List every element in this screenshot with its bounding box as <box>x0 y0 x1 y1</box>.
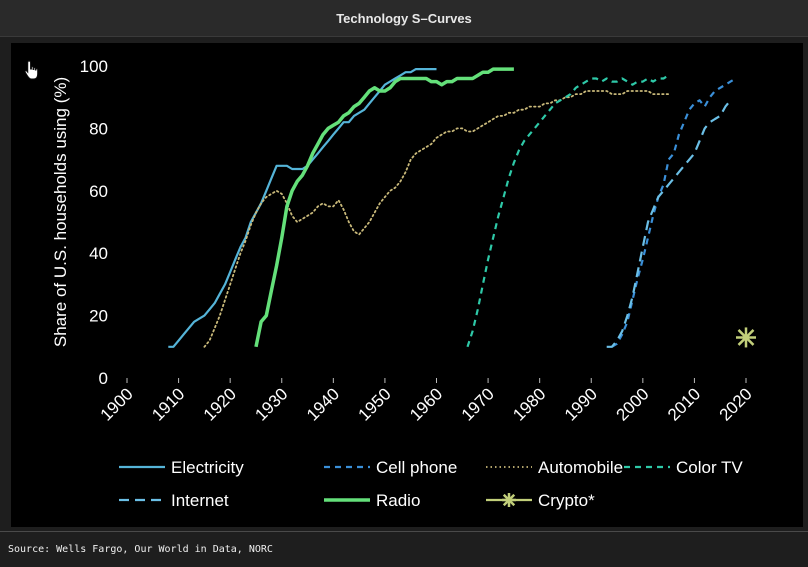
y-tick-label: 40 <box>89 244 108 263</box>
legend-label: Color TV <box>676 458 743 477</box>
legend-label: Radio <box>376 491 420 510</box>
y-tick-label: 80 <box>89 119 108 138</box>
x-tick-label: 1970 <box>458 384 498 424</box>
y-tick-label: 60 <box>89 182 108 201</box>
legend-item-cell-phone: Cell phone <box>324 458 457 477</box>
legend-label: Crypto* <box>538 491 595 510</box>
series-radio-line <box>254 67 514 348</box>
x-tick-label: 1910 <box>148 384 188 424</box>
series-internet-line <box>606 99 732 348</box>
axes: 0 20 40 60 80 100 1900 1910 1920 1930 1940 1950 1960… <box>80 57 756 425</box>
marker-stroke <box>737 329 755 346</box>
chart-svg: Share of U.S. households using (%) 0 20 40… <box>51 57 756 510</box>
legend: Electricity Cell phone Automobile Color TV I… <box>119 458 743 510</box>
series-automobile-line <box>203 90 670 348</box>
legend-label: Electricity <box>171 458 244 477</box>
source-note: Source: Wells Fargo, Our World in Data, … <box>8 544 273 555</box>
marker-stroke <box>502 493 516 507</box>
x-tick-label: 1920 <box>200 384 240 424</box>
x-tick-label: 2010 <box>664 384 704 424</box>
x-tick-label: 1990 <box>561 384 601 424</box>
series-electricity-line <box>168 68 437 348</box>
series-crypto-point <box>736 327 756 348</box>
y-axis-title: Share of U.S. households using (%) <box>51 77 70 347</box>
legend-item-color-tv: Color TV <box>624 458 743 477</box>
legend-label: Automobile <box>538 458 623 477</box>
y-tick-label: 20 <box>89 307 108 326</box>
x-tick-label: 1940 <box>303 384 343 424</box>
y-axis-title-group: Share of U.S. households using (%) <box>51 77 70 347</box>
y-tick-label: 100 <box>80 57 108 76</box>
legend-item-electricity: Electricity <box>119 458 244 477</box>
legend-item-crypto: Crypto* <box>486 491 595 510</box>
x-tick-label: 1900 <box>97 384 137 424</box>
x-tick-label: 2000 <box>612 384 652 424</box>
legend-label: Cell phone <box>376 458 457 477</box>
legend-item-automobile: Automobile <box>486 458 623 477</box>
legend-item-radio: Radio <box>324 491 420 510</box>
window-title-bar: Technology S–Curves <box>0 0 808 37</box>
x-tick-label: 1930 <box>251 384 291 424</box>
window-title: Technology S–Curves <box>336 10 472 26</box>
chart-panel: Share of U.S. households using (%) 0 20 40… <box>11 43 803 527</box>
y-tick-label: 0 <box>99 369 108 388</box>
hand-pointer-icon <box>24 60 39 80</box>
legend-item-internet: Internet <box>119 491 229 510</box>
series-color-tv-line <box>466 74 670 348</box>
x-tick-label: 1960 <box>406 384 446 424</box>
x-tick-label: 2020 <box>716 384 756 424</box>
series-group <box>168 67 756 348</box>
footer: Source: Wells Fargo, Our World in Data, … <box>0 531 808 567</box>
x-tick-label: 1980 <box>509 384 549 424</box>
legend-swatch-marker <box>502 493 516 507</box>
x-tick-label: 1950 <box>355 384 395 424</box>
legend-label: Internet <box>171 491 229 510</box>
